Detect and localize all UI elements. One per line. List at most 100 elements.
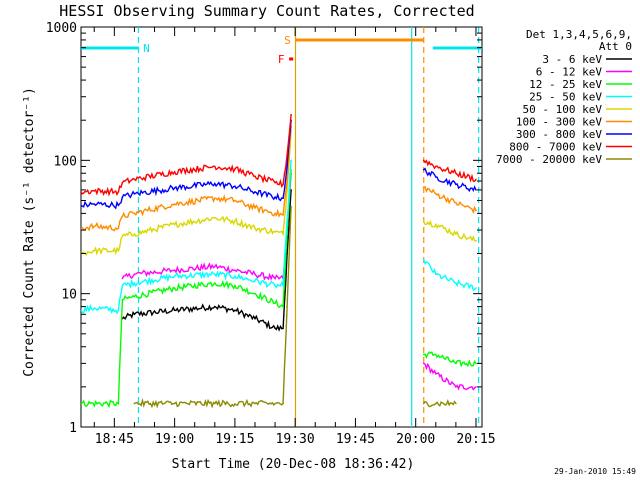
legend-label-8: 7000 - 20000 keV xyxy=(496,153,602,166)
series-1-point xyxy=(173,269,176,272)
series-1-point xyxy=(121,277,124,280)
series-5-point xyxy=(455,202,457,204)
series-8-point xyxy=(173,402,176,405)
series-7-point xyxy=(422,159,425,162)
series-6-point xyxy=(214,182,216,185)
series-line-5 xyxy=(81,126,477,232)
series-3-point xyxy=(254,279,256,282)
series-7-point xyxy=(117,191,120,193)
series-5-point xyxy=(274,212,276,215)
series-3-point xyxy=(475,287,477,289)
legend-label-2: 12 - 25 keV xyxy=(529,78,602,91)
series-8-point xyxy=(274,402,276,405)
series-7-point xyxy=(455,172,457,175)
series-0-point xyxy=(274,327,276,330)
plot-frame xyxy=(80,26,483,428)
chart-title: HESSI Observing Summary Count Rates, Cor… xyxy=(59,2,474,20)
series-2-point xyxy=(282,305,284,308)
series-2-point xyxy=(117,402,120,405)
series-2-point xyxy=(274,302,276,304)
series-2-point xyxy=(173,287,176,289)
series-0-point xyxy=(214,305,216,308)
series-7-point xyxy=(133,178,136,181)
series-2-point xyxy=(214,282,216,284)
series-2-point xyxy=(81,402,82,405)
timestamp: 29-Jan-2010 15:49 xyxy=(554,467,636,476)
series-6-point xyxy=(282,197,284,199)
legend-header-line-1: Det 1,3,4,5,6,9, xyxy=(526,28,632,41)
series-6-point xyxy=(81,204,82,207)
series-6-point xyxy=(121,196,124,198)
series-8-point xyxy=(435,402,437,405)
series-0-point xyxy=(234,309,236,312)
series-2-point xyxy=(475,362,477,365)
series-4-point xyxy=(274,231,276,233)
series-line-6 xyxy=(81,120,477,210)
series-3-point xyxy=(173,275,176,278)
series-3-point xyxy=(234,275,236,278)
series-0-point xyxy=(290,189,292,191)
series-5-point xyxy=(81,227,82,229)
series-line-1 xyxy=(121,173,477,391)
series-5-point xyxy=(117,227,120,229)
series-7-point xyxy=(173,171,176,173)
series-5-point xyxy=(475,209,477,212)
series-7-point xyxy=(214,165,216,168)
series-4-point xyxy=(435,223,437,226)
legend-label-0: 3 - 6 keV xyxy=(542,53,602,66)
series-2-point xyxy=(435,353,437,356)
series-0-point xyxy=(254,317,256,320)
series-3-point xyxy=(274,284,276,287)
series-0-point xyxy=(133,313,136,316)
series-3-point xyxy=(121,284,124,287)
series-8-point xyxy=(133,402,136,405)
series-6-point xyxy=(435,176,437,178)
series-0-point xyxy=(282,327,284,330)
x-axis-label: Start Time (20-Dec-08 18:36:42) xyxy=(172,457,415,472)
series-8-point xyxy=(422,402,425,405)
series-3-point xyxy=(455,282,457,284)
series-3-point xyxy=(435,273,437,276)
series-2-point xyxy=(455,362,457,365)
series-4-point xyxy=(117,249,120,252)
series-line-2 xyxy=(81,169,477,409)
series-4-point xyxy=(282,233,284,235)
series-8-point xyxy=(282,402,284,405)
series-6-point xyxy=(422,168,425,171)
y-tick-label: 1000 xyxy=(46,21,77,36)
series-1-point xyxy=(274,277,276,280)
series-line-0 xyxy=(121,189,292,332)
series-6-point xyxy=(133,193,136,195)
series-4-point xyxy=(455,233,457,235)
series-5-point xyxy=(214,197,216,199)
legend-label-1: 6 - 12 keV xyxy=(536,66,603,79)
series-4-point xyxy=(422,220,425,222)
series-2-point xyxy=(422,353,425,356)
series-2-point xyxy=(133,295,136,298)
series-3-point xyxy=(133,282,136,284)
series-5-point xyxy=(121,215,124,218)
series-4-point xyxy=(475,239,477,242)
series-2-point xyxy=(121,299,124,301)
series-8-point xyxy=(214,402,216,405)
series-line-4 xyxy=(81,129,477,257)
x-tick-label: 19:45 xyxy=(336,432,375,447)
series-5-point xyxy=(422,186,425,188)
series-4-point xyxy=(173,223,176,226)
series-3-point xyxy=(290,159,292,162)
x-tick-label: 20:15 xyxy=(456,432,495,447)
series-8-point xyxy=(455,402,457,405)
series-7-point xyxy=(475,178,477,181)
series-2-point xyxy=(254,292,256,295)
series-8-point xyxy=(254,402,256,405)
series-6-point xyxy=(117,204,120,207)
series-1-point xyxy=(254,273,256,276)
series-5-point xyxy=(254,207,256,209)
series-6-point xyxy=(234,185,236,187)
flag-label-F: F xyxy=(278,53,285,66)
series-5-point xyxy=(234,199,236,202)
y-tick-label: 10 xyxy=(61,288,77,303)
series-8-point xyxy=(286,305,288,308)
series-4-point xyxy=(133,233,136,235)
